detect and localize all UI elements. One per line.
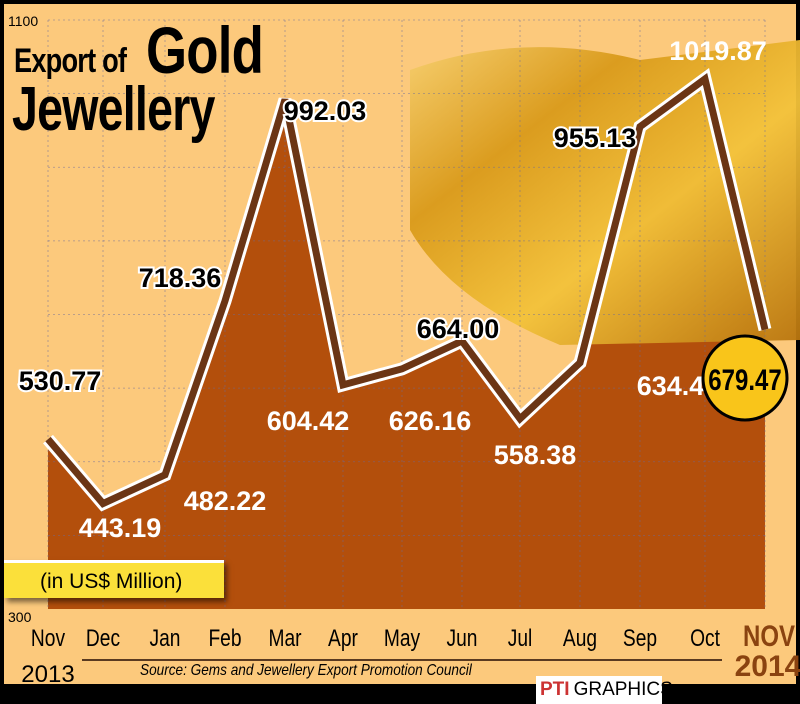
title-line2: Jewellery [12, 75, 215, 144]
x-tick-label: Apr [328, 624, 358, 652]
x-tick-label: NOV [743, 618, 795, 652]
data-label: 1019.87 [669, 36, 767, 66]
credit-text: GRAPHICS [573, 679, 673, 700]
data-label: 558.38 [494, 440, 577, 470]
data-label: 664.00 [417, 314, 500, 344]
x-tick-label: Aug [563, 624, 597, 652]
x-tick-label: Nov [31, 624, 65, 652]
y-tick-label: 1100 [8, 13, 38, 29]
x-tick-label: Feb [208, 624, 241, 652]
x-tick-label: Jul [508, 624, 533, 652]
x-tick-label: May [384, 624, 420, 652]
highlight-circle [701, 334, 789, 422]
x-tick-label: Mar [268, 624, 301, 652]
data-label: 718.36 [139, 263, 222, 293]
jewellery-photo [410, 40, 800, 345]
pti-logo: PTI [540, 679, 570, 700]
x-tick-label: Oct [690, 624, 720, 652]
data-label: 604.42 [267, 406, 350, 436]
data-label: 626.16 [389, 406, 472, 436]
data-label: 530.77 [19, 366, 102, 396]
source-note: Source: Gems and Jewellery Export Promot… [140, 662, 472, 679]
series-line [45, 73, 769, 508]
data-label: 443.19 [79, 513, 162, 543]
data-label: 992.03 [284, 96, 367, 126]
data-label: 482.22 [184, 486, 267, 516]
data-label-latest: 679.47 [708, 362, 781, 396]
x-tick-label: Jan [150, 624, 181, 652]
x-tick-label: Dec [86, 624, 120, 652]
area-fill [48, 78, 765, 609]
x-tick-label: Jun [447, 624, 478, 652]
year-start-label: 2013 [21, 661, 74, 688]
title-gold: Gold [146, 13, 264, 87]
year-end-label: 2014 [735, 650, 800, 683]
credit-logo: PTI GRAPHICS [536, 676, 673, 704]
title-line1: Export of [14, 42, 127, 80]
data-label: 955.13 [554, 123, 637, 153]
x-tick-label: Sep [623, 624, 657, 652]
unit-label: (in US$ Million) [4, 560, 224, 598]
y-tick-label: 300 [8, 609, 32, 625]
